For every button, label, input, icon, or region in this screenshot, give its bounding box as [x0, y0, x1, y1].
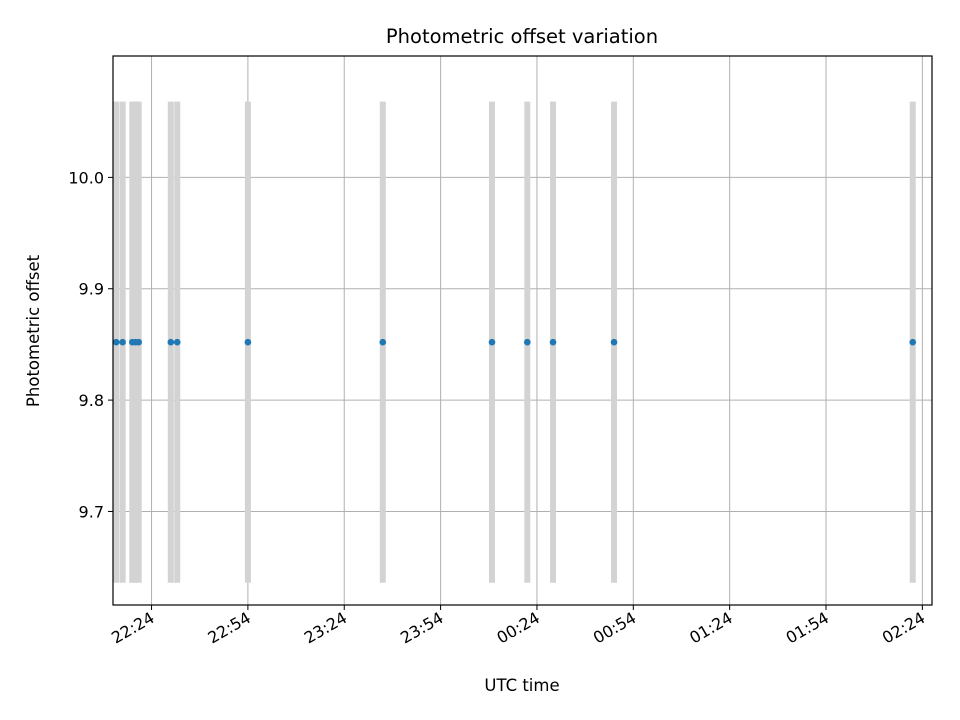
data-points: [112, 338, 917, 346]
data-point: [173, 338, 181, 346]
y-tick-label: 9.9: [79, 280, 104, 299]
y-axis: 9.7 9.8 9.9 10.0: [68, 168, 113, 521]
chart-title: Photometric offset variation: [386, 25, 658, 48]
y-tick-label: 9.7: [79, 502, 104, 521]
data-point: [524, 338, 531, 346]
x-axis-title: UTC time: [484, 676, 559, 695]
y-axis-title: Photometric offset: [24, 254, 43, 407]
data-point: [112, 338, 120, 346]
data-point: [610, 338, 618, 346]
y-tick-label: 10.0: [68, 168, 104, 187]
y-tick-label: 9.8: [79, 391, 104, 410]
data-point: [488, 338, 496, 346]
data-point: [909, 338, 917, 346]
data-point: [119, 338, 126, 346]
data-point: [135, 338, 142, 346]
plot-frame: [112, 55, 933, 606]
data-point: [167, 338, 175, 346]
data-point: [549, 338, 557, 346]
data-point: [379, 338, 387, 346]
data-point: [244, 338, 252, 346]
